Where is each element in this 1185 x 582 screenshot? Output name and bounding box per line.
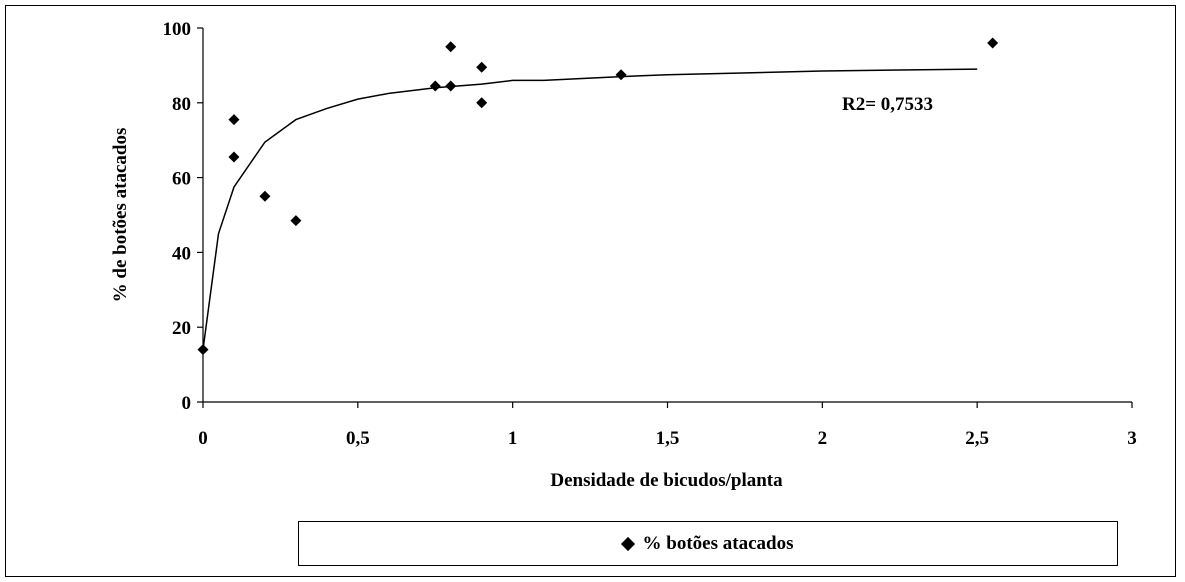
data-point-diamond (445, 80, 456, 91)
data-point-diamond (616, 69, 627, 80)
y-tick-label: 0 (182, 393, 192, 414)
data-point-diamond (290, 215, 301, 226)
legend: % botões atacados (298, 521, 1118, 566)
data-point-diamond (259, 191, 270, 202)
axes: 0 20 40 60 80 100 0 0,5 1 1,5 2 2,5 3 (163, 19, 1137, 449)
data-point-diamond (198, 344, 209, 355)
y-tick-label: 60 (172, 169, 191, 190)
r2-annotation: R2= 0,7533 (842, 94, 933, 115)
legend-label: % botões atacados (643, 533, 794, 555)
data-point-diamond (430, 80, 441, 91)
data-points-group (198, 37, 999, 355)
x-tick-label: 2 (818, 428, 828, 449)
x-tick-label: 1,5 (656, 428, 680, 449)
x-tick-label: 3 (1127, 428, 1137, 449)
x-axis-title: Densidade de bicudos/planta (550, 470, 783, 491)
x-tick-label: 0 (198, 428, 208, 449)
y-tick-label: 40 (172, 243, 191, 264)
y-tick-label: 100 (163, 19, 192, 40)
data-point-diamond (445, 41, 456, 52)
y-tick-label: 80 (172, 94, 191, 115)
data-point-diamond (476, 97, 487, 108)
y-tick-label: 20 (172, 318, 191, 339)
data-point-diamond (228, 114, 239, 125)
x-tick-label: 1 (508, 428, 518, 449)
x-tick-label: 0,5 (346, 428, 370, 449)
diamond-marker-icon (620, 536, 634, 550)
y-axis-title: % de botões atacados (110, 128, 131, 303)
x-tick-label: 2,5 (965, 428, 989, 449)
data-point-diamond (476, 62, 487, 73)
data-point-diamond (987, 37, 998, 48)
data-point-diamond (228, 152, 239, 163)
